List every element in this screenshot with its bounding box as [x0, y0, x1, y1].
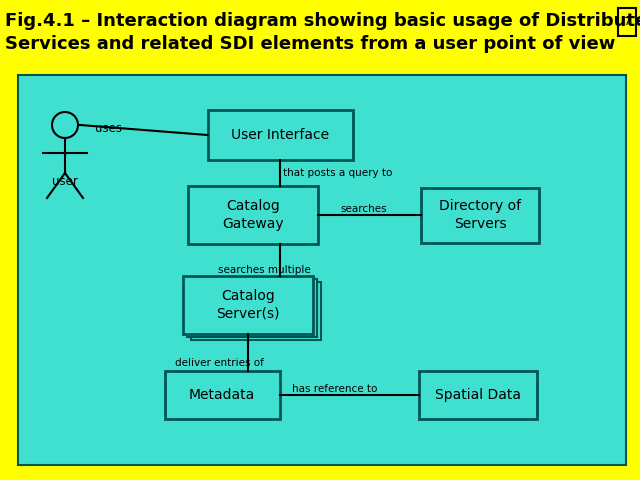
Text: deliver entries of: deliver entries of	[175, 358, 264, 368]
Bar	[419, 371, 537, 419]
Bar	[618, 8, 636, 36]
Text: Spatial Data: Spatial Data	[435, 388, 521, 402]
Bar	[18, 75, 626, 465]
Text: Catalog
Gateway: Catalog Gateway	[222, 199, 284, 231]
Bar	[164, 371, 280, 419]
Text: Services and related SDI elements from a user point of view: Services and related SDI elements from a…	[5, 35, 616, 53]
Text: 7: 7	[623, 17, 630, 27]
Text: User Interface: User Interface	[231, 128, 329, 142]
Text: that posts a query to: that posts a query to	[283, 168, 392, 178]
Text: Fig.4.1 – Interaction diagram showing basic usage of Distributed Catalog: Fig.4.1 – Interaction diagram showing ba…	[5, 12, 640, 30]
Text: user: user	[52, 175, 78, 188]
Bar	[191, 282, 321, 340]
Bar	[183, 276, 313, 334]
Text: Catalog
Server(s): Catalog Server(s)	[216, 289, 280, 321]
Bar	[187, 279, 317, 337]
Text: Metadata: Metadata	[189, 388, 255, 402]
Text: Directory of
Servers: Directory of Servers	[439, 199, 521, 231]
Bar	[188, 186, 318, 244]
Text: has reference to: has reference to	[292, 384, 378, 394]
Bar	[421, 188, 539, 242]
Text: searches: searches	[340, 204, 387, 214]
Text: uses: uses	[95, 121, 122, 134]
Text: searches multiple: searches multiple	[218, 265, 311, 275]
Bar	[207, 110, 353, 160]
